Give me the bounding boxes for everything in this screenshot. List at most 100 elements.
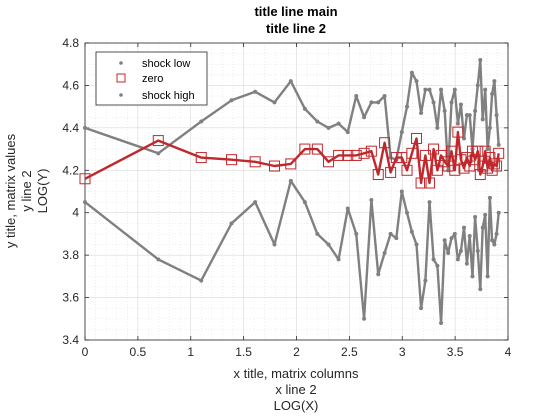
series-layer [79, 57, 505, 326]
series-line-shock-high [84, 58, 500, 172]
data-point-zero [442, 160, 454, 172]
data-point-shock-high [83, 125, 87, 130]
x-axis-label-line-3: LOG(X) [274, 398, 319, 413]
x-tick-labels: 0 0.5 1 1.5 2 2.5 3 3.5 4 [82, 345, 512, 359]
data-point-shock-high [399, 130, 404, 135]
data-point-shock-low [470, 274, 475, 279]
data-point-zero [486, 164, 498, 176]
data-point-shock-high [492, 79, 497, 84]
series-shock-high [83, 57, 501, 173]
data-point-shock-low [464, 261, 469, 266]
data-point-zero [401, 164, 413, 176]
data-point-zero [428, 143, 440, 155]
x-tick-label: 2.5 [341, 345, 358, 359]
data-point-shock-high [326, 125, 331, 130]
data-point-zero [350, 149, 362, 161]
x-tick-label: 1.5 [235, 345, 252, 359]
x-tick-label: 0.5 [130, 345, 147, 359]
data-point-shock-low [362, 316, 367, 321]
data-point-shock-high [199, 119, 204, 124]
data-point-zero [79, 173, 91, 185]
data-point-shock-high [473, 108, 478, 113]
chart-title-line-1: title line main [254, 4, 337, 19]
y-axis-label-line-2: y line 2 [19, 170, 34, 211]
tick-marks [84, 42, 509, 341]
data-point-shock-low [272, 242, 277, 247]
x-tick-label: 3.5 [447, 345, 464, 359]
data-point-shock-low [382, 251, 387, 256]
data-point-shock-low [452, 231, 457, 236]
data-point-zero [411, 132, 423, 144]
data-point-shock-high [475, 83, 480, 88]
data-point-shock-low [487, 195, 492, 200]
legend-marker-shock-high [119, 93, 123, 97]
data-point-shock-low [455, 257, 460, 262]
data-point-zero [452, 126, 464, 138]
data-point-shock-low [229, 221, 234, 226]
data-point-shock-low [345, 206, 350, 211]
data-point-shock-high [405, 104, 410, 109]
data-point-shock-low [288, 178, 293, 183]
legend-marker-zero [116, 73, 126, 83]
data-point-shock-high [435, 125, 440, 130]
data-point-shock-high [253, 89, 258, 94]
data-point-zero [323, 156, 335, 168]
data-point-zero [372, 169, 384, 181]
y-tick-label: 3.6 [62, 291, 79, 305]
data-point-shock-high [388, 155, 393, 160]
data-point-zero [195, 152, 207, 164]
data-point-zero [449, 164, 461, 176]
data-point-shock-high [494, 113, 499, 118]
data-point-zero [469, 154, 481, 166]
data-point-shock-high [156, 151, 161, 156]
data-point-shock-high [336, 121, 341, 126]
data-point-shock-low [490, 238, 495, 243]
data-point-zero [365, 145, 377, 157]
data-point-shock-low [492, 242, 497, 247]
data-point-zero [385, 166, 397, 178]
y-tick-label: 4 [72, 206, 79, 220]
data-point-shock-high [376, 100, 381, 105]
data-point-shock-high [458, 102, 463, 107]
data-point-shock-high [302, 106, 307, 111]
data-point-shock-high [449, 100, 454, 105]
y-tick-label: 4.2 [62, 163, 79, 177]
data-point-zero [226, 154, 238, 166]
data-point-shock-low [496, 210, 501, 215]
data-point-shock-low [354, 231, 359, 236]
data-point-shock-low [369, 197, 374, 202]
data-point-shock-low [449, 236, 454, 241]
data-point-zero [269, 160, 281, 172]
data-point-shock-high [288, 79, 293, 84]
data-point-zero [461, 152, 473, 164]
data-point-zero [311, 143, 323, 155]
data-point-shock-high [439, 87, 444, 92]
y-tick-label: 4.6 [62, 78, 79, 92]
y-axis-label-line-1: y title, matrix values [3, 133, 18, 248]
data-point-shock-high [487, 125, 492, 130]
data-point-zero [415, 177, 427, 189]
x-tick-label: 1 [187, 345, 194, 359]
data-point-shock-high [382, 94, 387, 99]
data-point-shock-high [427, 87, 432, 92]
chart-title-line-2: title line 2 [266, 21, 326, 36]
data-point-shock-low [83, 200, 87, 205]
data-point-shock-low [399, 189, 404, 194]
data-point-zero [458, 162, 470, 174]
data-point-shock-low [439, 321, 444, 326]
data-point-zero [484, 152, 496, 164]
data-point-shock-low [419, 306, 424, 311]
legend-label-zero: zero [142, 73, 163, 85]
series-line-shock-low [84, 179, 500, 325]
data-point-zero [424, 177, 436, 189]
data-point-shock-low [458, 248, 463, 253]
data-point-shock-high [442, 108, 447, 113]
data-point-shock-low [376, 272, 381, 277]
x-tick-label: 0 [82, 345, 89, 359]
data-point-zero [249, 156, 261, 168]
data-point-shock-high [362, 115, 367, 120]
data-point-zero [488, 158, 500, 170]
y-tick-label: 4.8 [62, 36, 79, 50]
data-point-shock-high [478, 57, 483, 62]
